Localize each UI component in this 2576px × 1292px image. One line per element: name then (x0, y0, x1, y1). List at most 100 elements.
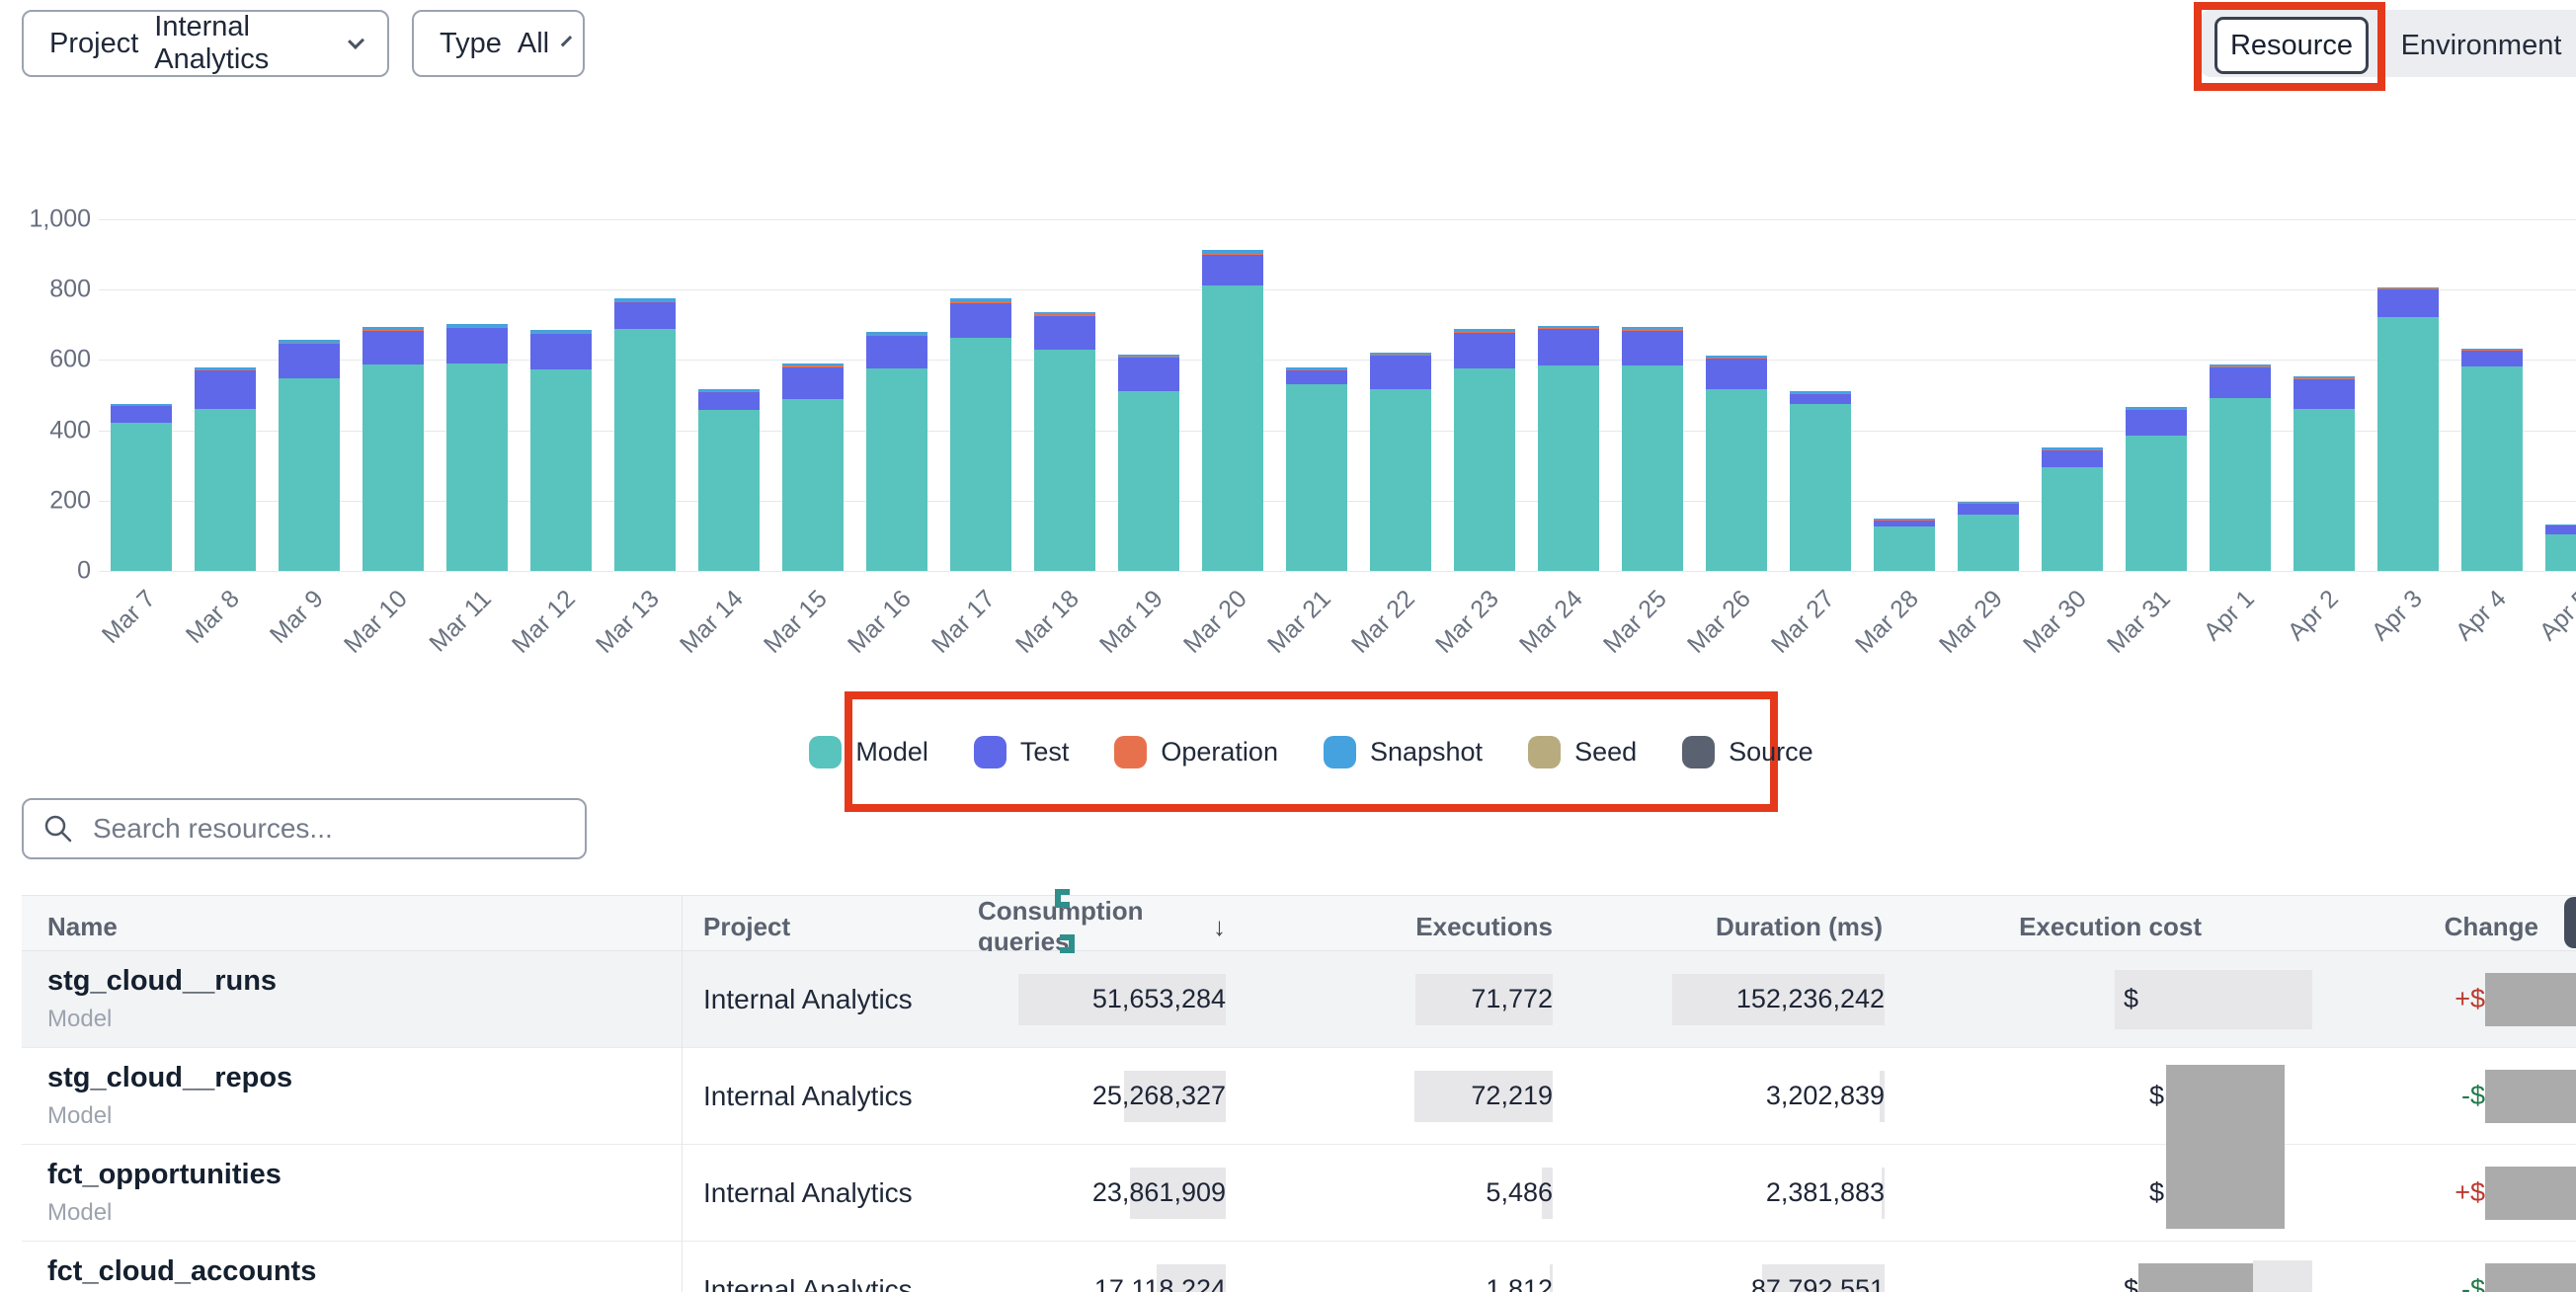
view-toggle-environment[interactable]: Environment (2400, 29, 2562, 61)
legend-item-source[interactable]: Source (1682, 735, 1813, 768)
bar-segment-model (1117, 391, 1179, 571)
bar-mar-31[interactable] (2125, 407, 2187, 571)
bar-segment-test (1453, 333, 1515, 368)
x-axis-tick-label: Mar 17 (926, 585, 1001, 659)
bar-segment-test (1537, 329, 1599, 366)
bar-mar-24[interactable] (1537, 325, 1599, 571)
bar-mar-25[interactable] (1621, 326, 1683, 571)
legend-item-snapshot[interactable]: Snapshot (1323, 735, 1483, 768)
bar-apr-1[interactable] (2209, 363, 2271, 571)
bar-mar-26[interactable] (1705, 355, 1767, 571)
bar-apr-4[interactable] (2460, 349, 2523, 571)
resource-name-link[interactable]: fct_opportunities (47, 1159, 282, 1190)
bar-segment-snapshot (1705, 355, 1767, 358)
legend-item-operation[interactable]: Operation (1114, 735, 1278, 768)
bar-segment-model (865, 367, 927, 571)
bar-segment-test (1117, 358, 1179, 392)
resource-name-link[interactable]: fct_cloud_accounts (47, 1255, 317, 1287)
bar-mar-16[interactable] (865, 332, 927, 571)
bar-segment-model (194, 408, 256, 571)
bar-segment-snapshot (529, 330, 592, 333)
bar-segment-model (1369, 389, 1431, 571)
table-row-fct_cloud_accounts[interactable]: fct_cloud_accountsModelInternal Analytic… (22, 1242, 2576, 1292)
bar-mar-11[interactable] (445, 324, 508, 571)
bar-apr-5[interactable] (2544, 525, 2576, 571)
x-axis-tick-label: Mar 7 (96, 585, 161, 649)
x-axis-tick-label: Apr 2 (2282, 585, 2344, 647)
bar-mar-17[interactable] (949, 297, 1011, 571)
type-filter-button[interactable]: Type All (412, 10, 585, 77)
search-input[interactable] (93, 813, 565, 845)
bar-segment-test (1873, 520, 1935, 527)
bar-mar-27[interactable] (1789, 390, 1851, 571)
column-header-name[interactable]: Name (47, 911, 118, 941)
column-header-change[interactable]: Change (2444, 911, 2538, 941)
bar-segment-test (1033, 315, 1095, 351)
table-row-fct_opportunities[interactable]: fct_opportunities Model Internal Analytics… (22, 1145, 2576, 1242)
bar-segment-snapshot (1789, 390, 1851, 393)
bar-mar-29[interactable] (1957, 501, 2019, 571)
bar-mar-14[interactable] (697, 389, 760, 571)
bar-mar-10[interactable] (362, 327, 424, 571)
view-toggle-resource[interactable]: Resource (2214, 17, 2369, 74)
x-axis-tick-label: Mar 13 (590, 585, 665, 659)
bar-mar-8[interactable] (194, 367, 256, 571)
bar-segment-test (529, 334, 592, 369)
bar-segment-snapshot (2125, 407, 2187, 410)
bar-segment-model (2376, 316, 2439, 571)
column-header-project[interactable]: Project (703, 911, 791, 941)
legend-item-model[interactable]: Model (809, 735, 928, 768)
bar-mar-22[interactable] (1369, 352, 1431, 571)
bar-segment-test (949, 302, 1011, 339)
resource-name-link[interactable]: stg_cloud__runs (47, 965, 278, 997)
bar-apr-2[interactable] (2293, 375, 2355, 571)
cell-value: 71,772 (1471, 984, 1553, 1013)
resource-type-label: Model (47, 1199, 113, 1226)
bar-apr-3[interactable] (2376, 287, 2439, 571)
bar-segment-model (2460, 365, 2523, 571)
bar-segment-snapshot (2209, 363, 2271, 366)
project-cell: Internal Analytics (703, 1080, 913, 1111)
x-axis-tick-label: Mar 14 (674, 585, 749, 659)
bar-mar-18[interactable] (1033, 311, 1095, 571)
cell-value: 17,118,224 (1093, 1274, 1226, 1292)
x-axis-tick-label: Mar 18 (1009, 585, 1085, 659)
scrollbar-thumb[interactable] (2564, 897, 2576, 948)
column-header-duration-ms-[interactable]: Duration (ms) (1716, 911, 1883, 941)
bar-segment-snapshot (278, 340, 340, 343)
y-axis-tick-label: 600 (49, 345, 91, 373)
value-magnitude-bar (2115, 969, 2312, 1029)
bar-segment-snapshot (194, 367, 256, 370)
value-magnitude-bar (1880, 1070, 1885, 1122)
value-magnitude-bar (1018, 973, 1226, 1025)
value-magnitude-bar (1157, 1263, 1226, 1292)
table-row-stg_cloud__repos[interactable]: stg_cloud__repos Model Internal Analytics 2… (22, 1048, 2576, 1145)
bar-mar-13[interactable] (613, 298, 676, 571)
table-header-row: Name Project Consumption queries ↓ Executio… (22, 896, 2576, 956)
bar-mar-30[interactable] (2041, 447, 2103, 571)
x-axis-tick-label: Mar 24 (1513, 585, 1588, 659)
search-box (22, 798, 587, 859)
bar-mar-23[interactable] (1453, 329, 1515, 571)
column-header-executions[interactable]: Executions (1415, 911, 1553, 941)
project-filter-button[interactable]: Project Internal Analytics (22, 10, 389, 77)
bar-segment-operation (781, 365, 844, 367)
bar-mar-28[interactable] (1873, 518, 1935, 571)
legend-item-test[interactable]: Test (973, 735, 1069, 768)
bar-mar-15[interactable] (781, 363, 844, 571)
column-header-consumption-queries[interactable]: Consumption queries ↓ (978, 896, 1226, 956)
sort-descending-icon: ↓ (1213, 911, 1226, 941)
bar-mar-20[interactable] (1201, 250, 1263, 571)
bar-mar-21[interactable] (1285, 366, 1347, 571)
legend-item-seed[interactable]: Seed (1528, 735, 1637, 768)
bar-segment-operation (2041, 448, 2103, 450)
column-header-execution-cost[interactable]: Execution cost (2019, 911, 2202, 941)
bar-mar-19[interactable] (1117, 355, 1179, 571)
bar-mar-9[interactable] (278, 340, 340, 571)
resource-name-link[interactable]: stg_cloud__repos (47, 1062, 293, 1093)
bar-mar-12[interactable] (529, 330, 592, 571)
table-row-stg_cloud__runs[interactable]: stg_cloud__runs Model Internal Analytics 51… (22, 951, 2576, 1048)
bar-mar-7[interactable] (110, 403, 172, 571)
x-axis-tick-label: Mar 30 (2017, 585, 2092, 659)
